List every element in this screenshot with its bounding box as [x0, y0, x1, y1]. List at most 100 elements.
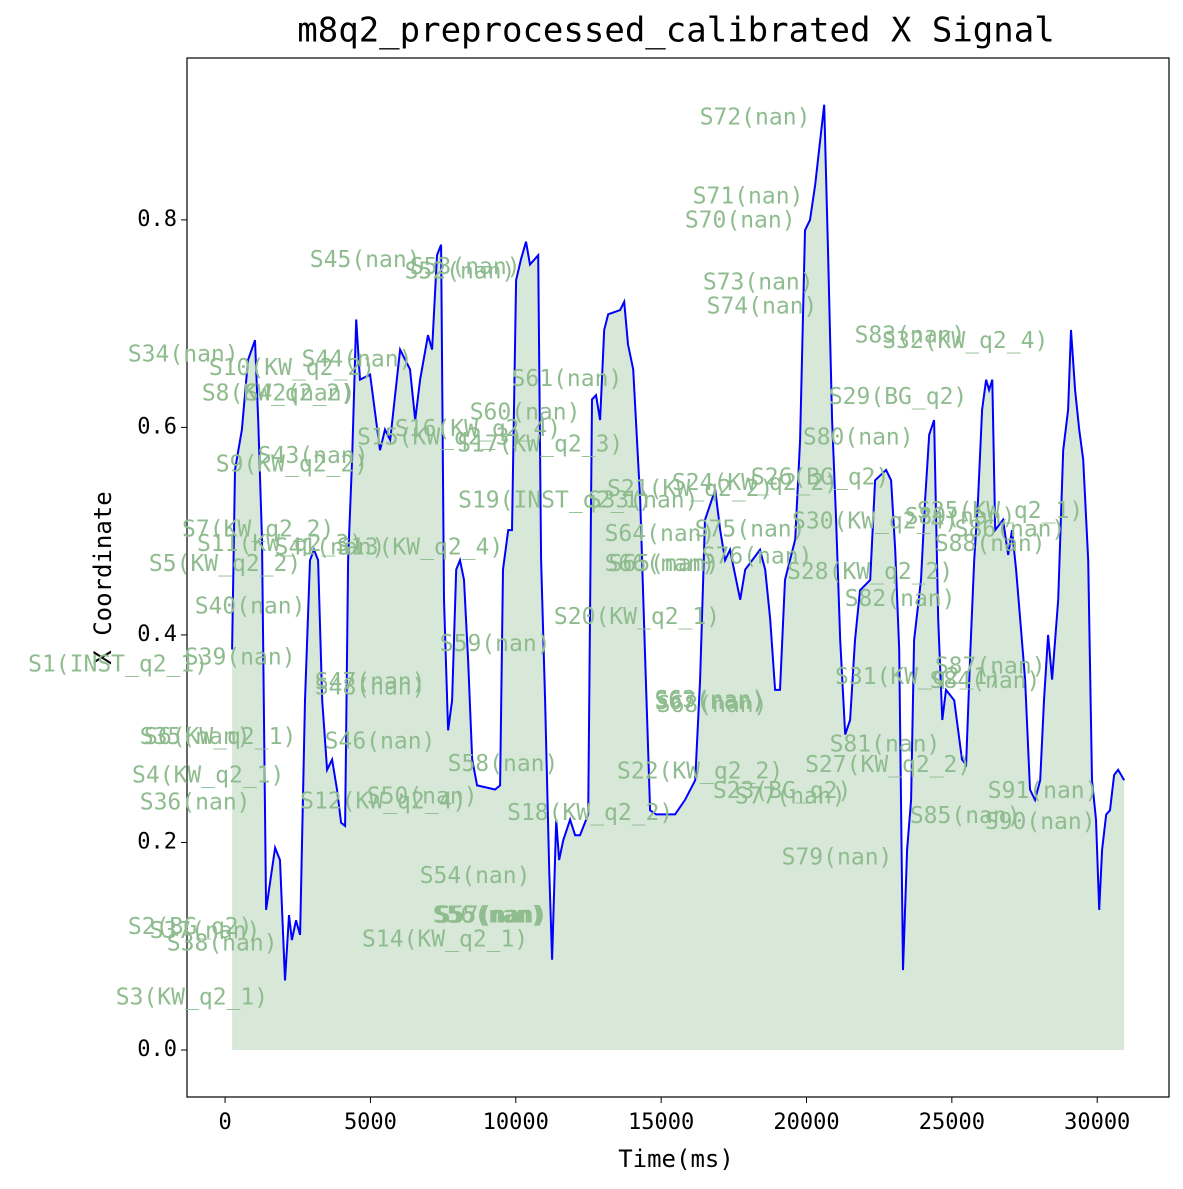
segment-annotation: S42(nan): [245, 381, 356, 407]
segment-annotation: S2(BG_q2): [128, 914, 253, 940]
segment-annotation: S82(nan): [845, 586, 956, 612]
segment-annotation: S56(nan): [433, 903, 544, 929]
segment-annotation: S4(KW_q2_1): [132, 763, 284, 789]
segment-annotation: S24(KW_q2_2): [672, 470, 838, 496]
segment-annotation: S36(nan): [140, 790, 251, 816]
segment-annotation: S79(nan): [782, 845, 893, 871]
x-tick-label: 30000: [1064, 1110, 1130, 1135]
segment-annotation: S7(KW_q2_2): [182, 517, 334, 543]
segment-annotation: S39(nan): [185, 644, 296, 670]
segment-annotation: S74(nan): [707, 294, 818, 320]
segment-annotation: S47(nan): [315, 669, 426, 695]
segment-annotation: S34(nan): [128, 341, 239, 367]
segment-annotation: S44(nan): [302, 346, 413, 372]
segment-annotation: S70(nan): [685, 207, 796, 233]
y-tick-label: 0.6: [137, 414, 177, 439]
segment-annotation: S33(nan): [588, 488, 699, 514]
segment-annotation: S15(KW_q2_3): [357, 424, 523, 450]
segment-annotation: S28(KW_q2_2): [787, 559, 953, 585]
segment-annotation: S18(KW_q2_2): [507, 800, 673, 826]
segment-annotation: S91(nan): [988, 778, 1099, 804]
y-tick-label: 0.8: [137, 207, 177, 232]
segment-annotation: S83(nan): [855, 323, 966, 349]
segment-annotation: S80(nan): [803, 424, 914, 450]
segment-annotation: S27(KW_q2_2): [805, 752, 971, 778]
y-tick-label: 0.2: [137, 829, 177, 854]
x-tick-label: 0: [218, 1110, 231, 1135]
segment-annotation: S81(nan): [830, 731, 941, 757]
segment-annotation: S86(nan): [955, 517, 1066, 543]
segment-annotation: S77(nan): [735, 783, 846, 809]
segment-annotation: S60(nan): [470, 399, 581, 425]
segment-annotation: S13(KW_q2_4): [337, 534, 503, 560]
segment-annotation: S59(nan): [440, 631, 551, 657]
segment-annotation: S8(KW_q2_2): [202, 381, 354, 407]
segment-annotation: S50(nan): [367, 783, 478, 809]
segment-annotation: S40(nan): [195, 593, 306, 619]
segment-annotation: S6(KW_q2_1): [144, 724, 296, 750]
segment-annotation: S46(nan): [325, 728, 436, 754]
segment-annotation: S30(KW_q2_4): [792, 508, 958, 534]
segment-annotation: S88(nan): [935, 531, 1046, 557]
segment-annotation: S89(nan): [905, 504, 1016, 530]
segment-annotation: S71(nan): [693, 184, 804, 210]
segment-annotation: S63(nan): [655, 687, 766, 713]
segment-annotation: S32(KW_q2_4): [882, 328, 1048, 354]
y-axis-label: X Coordinate: [89, 491, 117, 664]
segment-annotation: S3(KW_q2_1): [116, 985, 268, 1011]
plot-frame: [186, 57, 1170, 1098]
segment-annotation: S14(KW_q2_1): [362, 927, 528, 953]
segment-annotation: S22(KW_q2_2): [617, 758, 783, 784]
segment-annotation: S61(nan): [512, 366, 623, 392]
y-tick-label: 0.0: [137, 1037, 177, 1062]
segment-annotation: S85(nan): [910, 803, 1021, 829]
segment-annotation: S73(nan): [703, 270, 814, 296]
segment-annotation: S90(nan): [985, 809, 1096, 835]
segment-annotation: S87(nan): [935, 654, 1046, 680]
y-tick-label: 0.4: [137, 622, 177, 647]
segment-annotation: S16(KW_q2_4): [395, 416, 561, 442]
x-axis-label: Time(ms): [618, 1145, 734, 1173]
x-tick-label: 15000: [628, 1110, 694, 1135]
segment-annotation: S5(KW_q2_2): [149, 551, 301, 577]
segment-annotation: S43(nan): [258, 443, 369, 469]
segment-annotation: S68(nan): [657, 692, 768, 718]
segment-annotation: S29(BG_q2): [829, 384, 967, 410]
segment-annotation: S45(nan): [310, 247, 421, 273]
signal-line: [231, 104, 1126, 981]
segment-annotation: S38(nan): [167, 931, 278, 957]
segment-annotation: S12(KW_q2_4): [300, 788, 466, 814]
segment-annotation: S11(KW_q2_3): [197, 531, 363, 557]
segment-annotation: S65(nan): [609, 551, 720, 577]
x-tick-label: 5000: [344, 1110, 397, 1135]
segment-annotation: S53(nan): [410, 254, 521, 280]
segment-annotation: S76(nan): [702, 544, 813, 570]
segment-annotation: S37(nan): [150, 918, 261, 944]
segment-annotation: S31(KW_q2_1): [835, 664, 1001, 690]
x-tick-label: 10000: [483, 1110, 549, 1135]
segment-annotation: S84(nan): [930, 668, 1041, 694]
segment-annotation: S35(nan): [140, 724, 251, 750]
x-tick-label: 20000: [773, 1110, 839, 1135]
segment-annotation: S66(nan): [605, 551, 716, 577]
segment-annotation: S25(KW_q2_1): [917, 498, 1083, 524]
segment-annotation: S19(INST_q2_1): [458, 488, 652, 514]
segment-annotation: S52(nan): [405, 258, 516, 284]
x-tick-label: 25000: [919, 1110, 985, 1135]
segment-annotation: S21(KW_q2_2): [607, 476, 773, 502]
chart-title: m8q2_preprocessed_calibrated X Signal: [297, 11, 1054, 51]
segment-annotation: S75(nan): [695, 517, 806, 543]
segment-annotation: S26(BG_q2): [751, 465, 889, 491]
segment-annotation: S1(INST_q2_1): [28, 652, 208, 678]
segment-annotation: S17(KW_q2_3): [457, 432, 623, 458]
area-fill: [232, 104, 1125, 1050]
segment-annotation: S57(nan): [437, 903, 548, 929]
segment-annotation: S54(nan): [420, 863, 531, 889]
segment-annotation: S58(nan): [448, 751, 559, 777]
segment-annotation: S41(nan): [275, 534, 386, 560]
segment-annotation: S9(KW_q2_2): [216, 451, 368, 477]
segment-annotation: S48(nan): [315, 674, 426, 700]
segment-annotation: S64(nan): [605, 521, 716, 547]
